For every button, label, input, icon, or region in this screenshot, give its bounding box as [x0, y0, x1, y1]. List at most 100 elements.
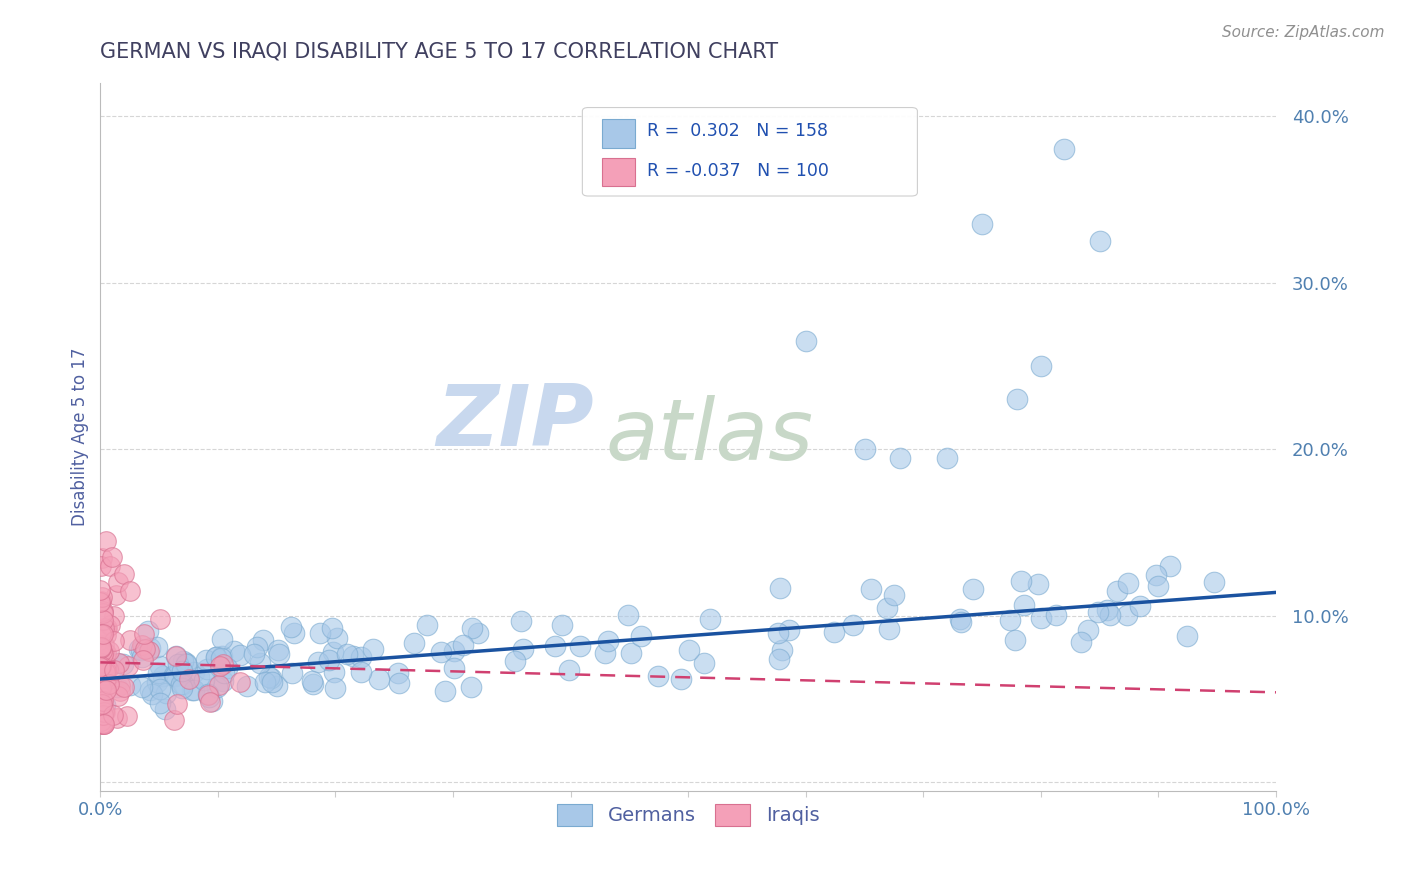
- Point: [770, 643, 793, 657]
- Point: [98, 644, 121, 658]
- Text: ZIP: ZIP: [436, 381, 595, 464]
- Point: [94, 698, 117, 713]
- Point: [367, 672, 389, 686]
- Point: [998, 614, 1021, 628]
- Point: [94, 623, 117, 637]
- Point: [93, 717, 115, 731]
- Point: [778, 623, 800, 637]
- Point: [90, 558, 112, 573]
- Point: [207, 678, 229, 692]
- Point: [280, 620, 302, 634]
- Point: [91, 604, 114, 618]
- Point: [593, 646, 616, 660]
- Point: [108, 683, 131, 698]
- Point: [1129, 599, 1152, 614]
- Point: [1116, 576, 1139, 591]
- Point: [1087, 605, 1109, 619]
- Point: [388, 675, 411, 690]
- Point: [877, 622, 900, 636]
- Point: [326, 632, 349, 646]
- Point: [794, 334, 817, 348]
- Point: [112, 680, 135, 694]
- Point: [93, 671, 115, 685]
- Point: [128, 642, 150, 657]
- Point: [91, 606, 114, 620]
- Point: [118, 583, 141, 598]
- Point: [842, 617, 865, 632]
- Point: [90, 659, 112, 673]
- Point: [180, 683, 202, 698]
- Point: [853, 442, 876, 457]
- Point: [259, 670, 281, 684]
- Point: [96, 533, 118, 548]
- Point: [361, 641, 384, 656]
- Point: [1045, 607, 1067, 622]
- Point: [876, 600, 898, 615]
- Point: [174, 657, 197, 671]
- Legend: Germans, Iraqis: Germans, Iraqis: [550, 796, 827, 834]
- Point: [768, 651, 790, 665]
- Point: [1029, 359, 1052, 373]
- Point: [90, 657, 112, 672]
- Point: [172, 665, 194, 679]
- Point: [89, 679, 111, 693]
- Point: [163, 713, 186, 727]
- Point: [94, 646, 117, 660]
- Point: [336, 647, 359, 661]
- Point: [129, 643, 152, 657]
- Point: [90, 661, 112, 675]
- Point: [322, 645, 344, 659]
- Point: [170, 681, 193, 695]
- Point: [198, 690, 221, 705]
- Point: [89, 594, 111, 608]
- Point: [90, 640, 112, 654]
- Point: [101, 550, 124, 565]
- Point: [769, 581, 792, 595]
- Point: [1028, 577, 1050, 591]
- Text: Source: ZipAtlas.com: Source: ZipAtlas.com: [1222, 25, 1385, 40]
- Point: [90, 594, 112, 608]
- Point: [551, 617, 574, 632]
- Point: [283, 625, 305, 640]
- Point: [678, 642, 700, 657]
- Point: [443, 661, 465, 675]
- Point: [89, 643, 111, 657]
- Point: [91, 623, 114, 637]
- Point: [91, 647, 114, 661]
- Text: GERMAN VS IRAQI DISABILITY AGE 5 TO 17 CORRELATION CHART: GERMAN VS IRAQI DISABILITY AGE 5 TO 17 C…: [100, 42, 779, 62]
- Point: [205, 650, 228, 665]
- Point: [149, 696, 172, 710]
- Point: [243, 647, 266, 661]
- Point: [93, 621, 115, 635]
- Point: [630, 629, 652, 643]
- Point: [112, 657, 135, 671]
- Point: [598, 634, 620, 648]
- Point: [90, 657, 112, 671]
- Point: [152, 669, 174, 683]
- Point: [260, 671, 283, 685]
- Point: [97, 678, 120, 692]
- Point: [131, 639, 153, 653]
- Point: [889, 450, 911, 465]
- Point: [544, 639, 567, 653]
- Point: [505, 654, 527, 668]
- Point: [89, 671, 111, 685]
- Point: [105, 589, 128, 603]
- Y-axis label: Disability Age 5 to 17: Disability Age 5 to 17: [72, 348, 89, 526]
- Point: [460, 681, 482, 695]
- Point: [1070, 635, 1092, 649]
- Point: [89, 681, 111, 695]
- Point: [222, 644, 245, 658]
- Point: [229, 675, 252, 690]
- Point: [281, 665, 304, 680]
- Point: [197, 688, 219, 702]
- Point: [90, 550, 112, 565]
- Point: [349, 665, 371, 679]
- Point: [434, 683, 457, 698]
- Point: [138, 643, 160, 657]
- Point: [91, 708, 114, 723]
- Point: [205, 680, 228, 694]
- Point: [107, 575, 129, 590]
- Point: [132, 653, 155, 667]
- Point: [252, 632, 274, 647]
